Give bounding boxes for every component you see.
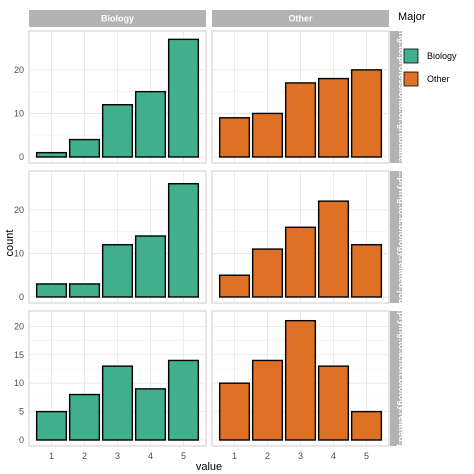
y-tick-label: 0 [19, 435, 24, 445]
y-tick-label: 20 [14, 205, 24, 215]
row-strip-1 [390, 171, 402, 303]
x-tick-label: 1 [232, 451, 237, 461]
legend-key [403, 48, 419, 64]
y-tick-label: 20 [14, 321, 24, 331]
axes: 0 10 20 0 10 20 0 5 10 15 20 1 2 3 4 5 1 2 3 4 5 [14, 65, 369, 461]
bar-Biology-3 [101, 104, 134, 158]
bar-Biology-2 [68, 283, 101, 298]
x-tick-label: 2 [265, 451, 270, 461]
y-tick-label: 0 [19, 292, 24, 302]
y-tick-label: 10 [14, 378, 24, 388]
x-tick-label: 5 [364, 451, 369, 461]
y-tick-label: 10 [14, 108, 24, 118]
x-tick-label: 4 [331, 451, 336, 461]
panel-Applying.to.a.non.biology.related.job-Biology [28, 310, 207, 447]
bar-Other-1 [218, 382, 251, 441]
legend-label: Biology [427, 51, 457, 61]
bar-Biology-3 [101, 244, 134, 298]
y-tick-label: 0 [19, 152, 24, 162]
bar-Other-5 [350, 69, 383, 158]
strip-label-Biology: Biology [101, 14, 134, 24]
x-tick-label: 2 [82, 451, 87, 461]
bar-Other-2 [251, 248, 284, 298]
y-tick-label: 10 [14, 248, 24, 258]
bar-Biology-4 [134, 388, 167, 441]
x-tick-label: 3 [115, 451, 120, 461]
bar-Biology-5 [167, 359, 200, 441]
legend-title: Major [398, 11, 426, 23]
facet-strips: Biology Other ...ng.to.professional.or.gra… [29, 10, 407, 453]
row-strip-label: ...plying.to.a.biology.related.job [397, 170, 407, 305]
bar-Biology-2 [68, 138, 101, 158]
panel-Preparing.for.professional.or.graduate.school-Other [211, 30, 390, 164]
bar-Other-4 [317, 77, 350, 158]
strip-Biology [29, 10, 206, 27]
bar-Other-4 [317, 200, 350, 298]
legend-entry-Biology: Biology [403, 48, 457, 64]
x-axis-title: value [196, 461, 222, 473]
strip-label-Other: Other [288, 14, 313, 24]
bar-Other-1 [218, 117, 251, 158]
bar-Biology-2 [68, 393, 101, 441]
panel-Applying.to.a.non.biology.related.job-Other [211, 310, 390, 447]
bar-Other-3 [284, 82, 317, 158]
x-tick-label: 1 [49, 451, 54, 461]
legend-entry-Other: Other [403, 71, 450, 87]
bar-Other-4 [317, 365, 350, 441]
x-tick-label: 3 [298, 451, 303, 461]
strip-Other [212, 10, 389, 27]
panel-Applying.to.a.biology.related.job-Other [211, 170, 390, 304]
panel-Applying.to.a.biology.related.job-Biology [28, 170, 207, 304]
bar-Other-3 [284, 319, 317, 441]
row-strip-label: ...ng.to.professional.or.graduate.s [397, 25, 407, 170]
x-tick-label: 4 [148, 451, 153, 461]
bar-Other-5 [350, 244, 383, 298]
bar-Biology-5 [167, 38, 200, 158]
bar-Biology-5 [167, 183, 200, 298]
legend-label: Other [427, 74, 450, 84]
row-strip-label: ...plying.to.a.non.biology.related.jo [397, 305, 407, 453]
bar-Other-3 [284, 226, 317, 298]
y-tick-label: 15 [14, 350, 24, 360]
bar-Biology-1 [35, 151, 68, 158]
bar-Other-2 [251, 359, 284, 441]
panel-Preparing.for.professional.or.graduate.school-Biology [28, 30, 207, 164]
x-tick-label: 5 [181, 451, 186, 461]
row-strip-0 [390, 31, 402, 163]
bar-Other-5 [350, 410, 383, 441]
bar-Biology-3 [101, 365, 134, 441]
bar-Other-1 [218, 274, 251, 298]
y-axis-title: count [4, 230, 16, 257]
bar-Biology-1 [35, 283, 68, 298]
legend: Major Biology Other [398, 11, 457, 87]
bar-Other-2 [251, 112, 284, 158]
bar-Biology-4 [134, 235, 167, 298]
bar-Biology-1 [35, 410, 68, 441]
row-strip-2 [390, 311, 402, 446]
bar-Biology-4 [134, 90, 167, 158]
legend-key [403, 71, 419, 87]
y-tick-label: 5 [19, 407, 24, 417]
panels [28, 30, 390, 447]
y-tick-label: 20 [14, 65, 24, 75]
